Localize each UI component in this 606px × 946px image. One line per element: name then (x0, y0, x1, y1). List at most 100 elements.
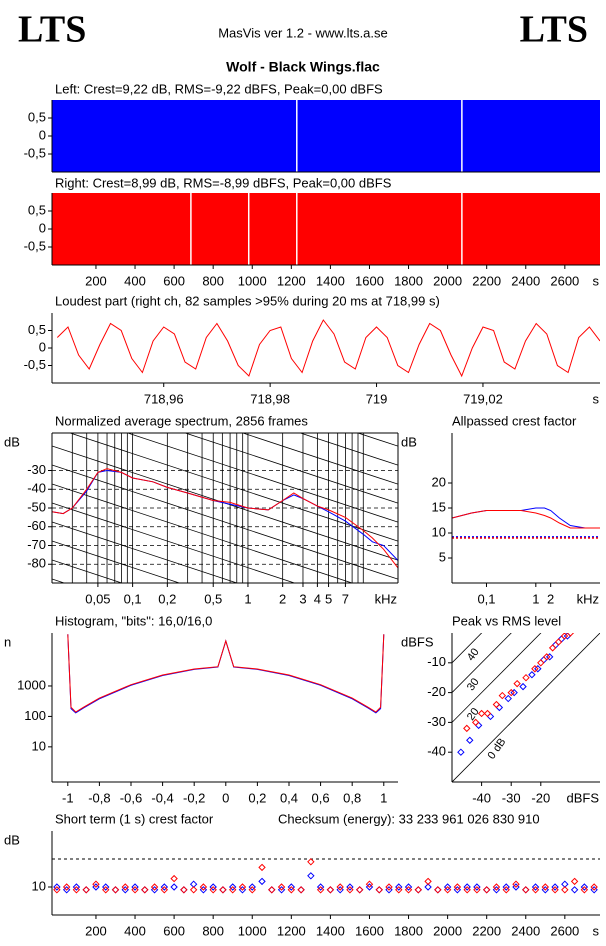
plot-area (452, 507, 600, 539)
scatter-point (160, 886, 169, 894)
data-line (56, 319, 600, 378)
scatter-point (277, 886, 286, 894)
panel-title: Peak vs RMS level (452, 613, 561, 628)
panel-title: Allpassed crest factor (452, 413, 577, 428)
data-line (67, 634, 385, 713)
y-axis-label: dBFS (401, 634, 434, 649)
scatter-point (507, 688, 515, 697)
y-tick-label: -0,5 (24, 357, 46, 372)
x-tick-label: 0 (222, 790, 229, 805)
scatter-point (551, 883, 559, 891)
diagonal-label: 40 (465, 646, 482, 663)
x-tick-label: 3 (299, 591, 306, 606)
scatter-point (443, 886, 452, 894)
scatter-point (463, 886, 471, 894)
y-tick-label: 10 (32, 738, 46, 753)
scatter-point (92, 880, 100, 888)
scatter-point (498, 691, 507, 700)
x-tick-label: -0,6 (120, 790, 142, 805)
scatter-point (307, 872, 315, 880)
plot-area (56, 319, 600, 378)
panel-title: Histogram, "bits": 16,0/16,0 (55, 613, 212, 628)
scatter-point (513, 679, 521, 688)
scatter-point (189, 886, 198, 894)
scatter-point (404, 886, 413, 894)
x-tick-label: 0,2 (248, 790, 266, 805)
scatter-point (522, 673, 530, 682)
scatter-point (395, 883, 403, 891)
crest-diagonal (452, 633, 542, 723)
x-tick-label: 2000 (433, 273, 462, 288)
panel-title: Short term (1 s) crest factor (55, 811, 214, 826)
scatter-point (326, 886, 335, 894)
scatter-point (287, 883, 296, 891)
scatter-point (528, 671, 536, 679)
checksum: Checksum (energy): 33 233 961 026 830 91… (278, 811, 540, 826)
right-logo: LTS (520, 9, 588, 51)
scatter-point (473, 883, 481, 891)
slope-guide (299, 433, 398, 466)
x-tick-label: 600 (163, 273, 185, 288)
scatter-point (258, 877, 266, 886)
x-axis-label: s (593, 273, 600, 288)
y-tick-label: -70 (27, 537, 46, 552)
x-tick-label: 1000 (238, 273, 267, 288)
x-tick-label: 1200 (277, 923, 306, 938)
scatter-point (316, 883, 325, 891)
y-tick-label: 10 (432, 524, 446, 539)
y-tick-label: 10 (32, 878, 46, 893)
scatter-point (473, 886, 481, 894)
slope-guide (52, 540, 181, 583)
x-tick-label: 719,02 (463, 391, 503, 406)
scatter-point (258, 863, 266, 872)
y-tick-label: -30 (427, 714, 446, 729)
scatter-point (365, 880, 374, 888)
x-tick-label: 1200 (277, 273, 306, 288)
y-tick-label: 0 (39, 339, 46, 354)
panel-title: Normalized average spectrum, 2856 frames (55, 413, 308, 428)
y-axis-label: dB (4, 832, 20, 847)
scatter-point (541, 886, 550, 894)
scatter-point (150, 883, 159, 891)
scatter-point (287, 886, 296, 894)
plot-area (452, 633, 600, 782)
x-tick-label: 7 (342, 591, 349, 606)
scatter-point (545, 653, 554, 661)
x-tick-label: 2 (547, 591, 554, 606)
scatter-point (209, 886, 217, 894)
scatter-point (346, 886, 354, 894)
y-tick-label: 15 (432, 499, 446, 514)
x-tick-label: 0,5 (204, 591, 222, 606)
data-line (452, 510, 600, 529)
panel-title: Loudest part (right ch, 82 samples >95% … (55, 293, 440, 308)
scatter-point (543, 653, 551, 661)
scatter-point (566, 633, 575, 637)
x-tick-label: 0,1 (477, 591, 495, 606)
slope-guide (52, 521, 239, 583)
scatter-point (590, 883, 598, 891)
y-tick-label: 0,5 (28, 202, 46, 217)
x-axis-label: s (593, 923, 600, 938)
x-tick-label: 0,1 (124, 591, 142, 606)
x-tick-label: 719 (366, 391, 388, 406)
scatter-point (504, 694, 512, 703)
scatter-point (229, 886, 237, 894)
slope-guide (52, 483, 354, 583)
scatter-point (92, 883, 100, 891)
scatter-point (170, 883, 178, 891)
y-tick-label: -40 (427, 744, 446, 759)
scatter-point (307, 858, 315, 866)
y-tick-label: 0 (39, 127, 46, 142)
x-tick-label: 2200 (472, 923, 501, 938)
scatter-point (150, 886, 159, 894)
y-tick-label: 0,5 (28, 109, 46, 124)
scatter-point (502, 886, 510, 894)
slope-guide (68, 433, 398, 542)
scatter-point (531, 886, 540, 894)
panel-title: Left: Crest=9,22 dB, RMS=-9,22 dBFS, Pea… (55, 81, 383, 96)
x-tick-label: 2600 (550, 923, 579, 938)
scatter-point (141, 886, 149, 894)
x-tick-label: 0,8 (343, 790, 361, 805)
scatter-point (404, 883, 413, 891)
